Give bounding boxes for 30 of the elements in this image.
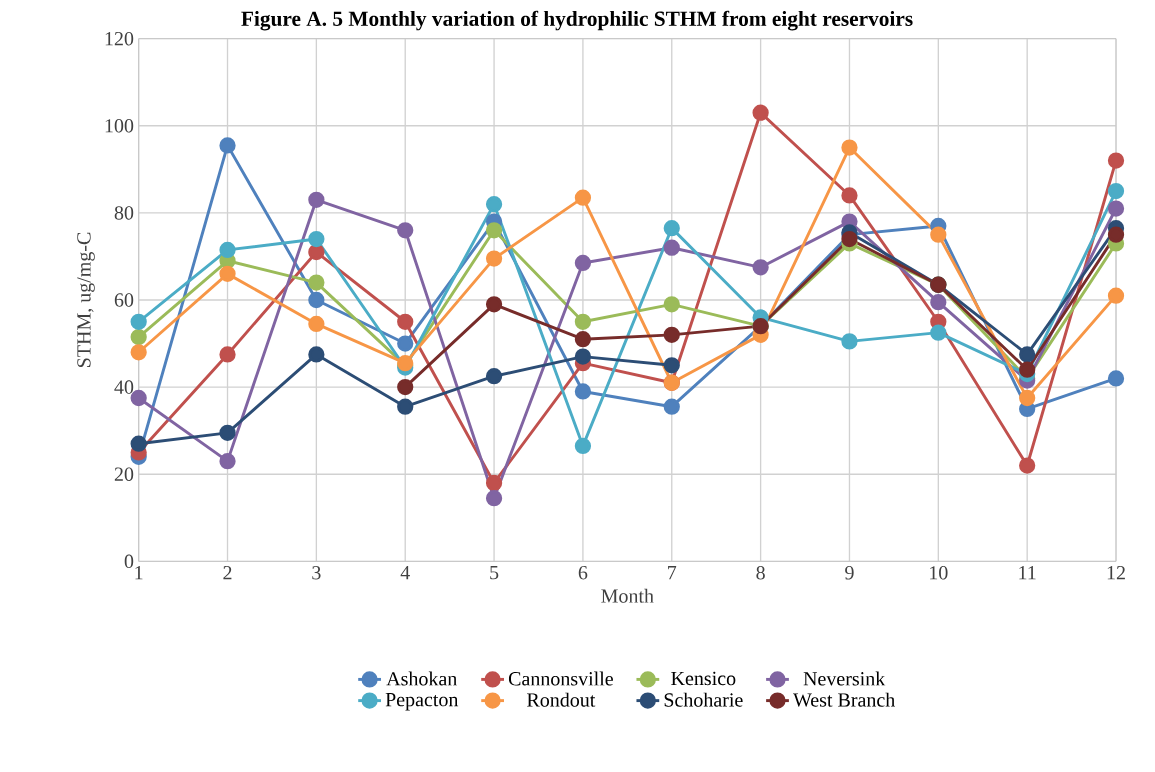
x-tick-label: 3 [312,566,321,580]
legend-label: Kensico [671,671,736,686]
y-tick-label: 20 [114,467,134,481]
y-tick-label: 0 [124,554,134,569]
x-axis-title: Month [601,588,654,603]
legend-label: Neversink [803,671,886,686]
x-tick-label: 11 [1019,566,1036,580]
x-tick-label: 9 [845,566,854,580]
x-tick-label: 7 [668,566,677,580]
legend-label: Ashokan [386,671,458,686]
chart-title: Figure A. 5 Monthly variation of hydrophilic STHM from eight reservoirs [241,10,913,31]
y-axis-title: STHM, ug/mg-C [77,232,95,367]
x-tick-label: 12 [1107,566,1125,580]
x-tick-label: 8 [756,566,765,580]
x-tick-label: 10 [930,566,948,580]
y-tick-label: 60 [114,293,134,307]
legend-label: Schoharie [664,692,743,707]
x-tick-label: 6 [578,566,588,580]
x-tick-label: 4 [400,566,410,580]
y-tick-label: 40 [114,380,134,394]
legend-label: Pepacton [385,693,459,711]
x-tick-label: 1 [135,566,143,580]
y-tick-label: 120 [105,31,134,46]
y-tick-label: 80 [114,206,134,220]
x-tick-label: 5 [490,566,499,580]
legend-label: West Branch [793,692,895,707]
legend-label: Cannonsville [508,671,613,686]
y-tick-label: 100 [105,119,134,133]
legend-label: Rondout [527,692,596,707]
x-tick-label: 2 [223,566,232,580]
